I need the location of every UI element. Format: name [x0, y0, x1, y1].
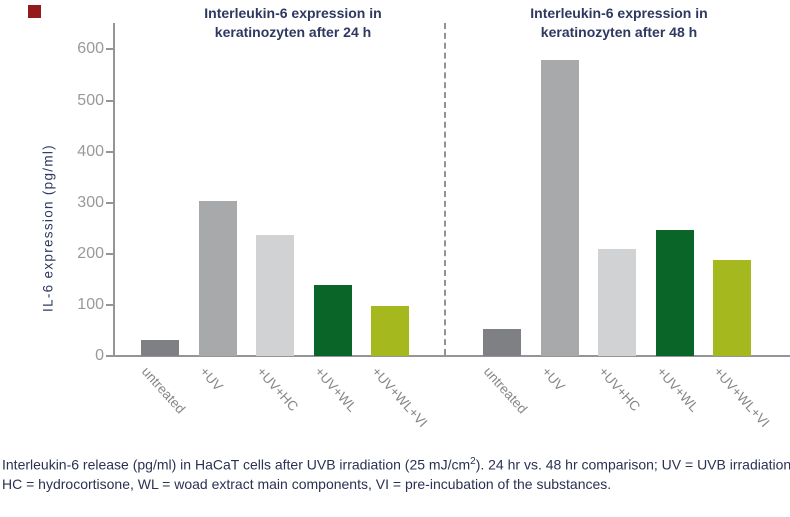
panel-title-24h: Interleukin-6 expression in keratinozyte…	[173, 4, 413, 42]
x-category-label-24h-+UV: +UV	[196, 364, 226, 394]
panel-title-24h-line2: keratinozyten after 24 h	[214, 24, 372, 40]
y-tick-mark-600	[106, 48, 113, 51]
bar-48h-+UV	[540, 59, 579, 356]
y-tick-label-600: 600	[77, 40, 104, 58]
bar-24h-+UV+WL	[313, 284, 352, 356]
bar-48h-+UV+WL	[655, 229, 694, 356]
y-tick-mark-200	[106, 252, 113, 255]
figure-caption: Interleukin-6 release (pg/ml) in HaCaT c…	[2, 452, 790, 494]
y-tick-label-300: 300	[77, 193, 104, 211]
x-category-label-48h-untreated: untreated	[480, 364, 531, 417]
x-category-label-48h-+UV+WL+VI: +UV+WL+VI	[710, 364, 773, 431]
bar-24h-+UV	[198, 201, 237, 356]
bar-24h-+UV+HC	[256, 234, 294, 356]
bar-48h-+UV+WL+VI	[713, 259, 751, 356]
panel-title-48h: Interleukin-6 expression in keratinozyte…	[499, 4, 739, 42]
y-tick-mark-500	[106, 99, 113, 102]
bar-48h-untreated	[483, 329, 521, 356]
x-category-label-48h-+UV+HC: +UV+HC	[595, 364, 644, 415]
caption-line-1: Interleukin-6 release (pg/ml) in HaCaT c…	[2, 456, 790, 473]
y-axis-line	[113, 23, 115, 357]
panel-title-48h-line1: Interleukin-6 expression in	[530, 5, 708, 21]
y-tick-mark-0	[106, 355, 113, 357]
x-category-label-24h-untreated: untreated	[138, 364, 189, 417]
x-category-label-24h-+UV+WL: +UV+WL	[311, 364, 360, 415]
caption-line-2: HC = hydrocortisone, WL = woad extract m…	[2, 475, 612, 492]
y-tick-mark-100	[106, 303, 113, 306]
superscript-2: 2	[470, 456, 476, 467]
y-axis-title: IL-6 expression (pg/ml)	[40, 144, 56, 312]
bar-24h-+UV+WL+VI	[371, 306, 409, 356]
y-tick-mark-400	[106, 150, 113, 153]
y-tick-label-200: 200	[77, 244, 104, 262]
x-category-label-48h-+UV+WL: +UV+WL	[653, 364, 702, 415]
y-tick-mark-300	[106, 201, 113, 204]
y-tick-label-400: 400	[77, 142, 104, 160]
y-tick-label-500: 500	[77, 91, 104, 109]
corner-marker-square	[28, 5, 41, 18]
x-category-label-24h-+UV+HC: +UV+HC	[253, 364, 302, 415]
x-category-label-24h-+UV+WL+VI: +UV+WL+VI	[368, 364, 431, 431]
panel-title-48h-line2: keratinozyten after 48 h	[540, 24, 698, 40]
panel-divider-dashed-line	[444, 23, 446, 355]
y-tick-label-0: 0	[95, 347, 104, 364]
bar-48h-+UV+HC	[598, 248, 636, 356]
bar-24h-untreated	[141, 340, 179, 356]
x-category-label-48h-+UV: +UV	[538, 364, 568, 394]
x-axis-line	[113, 355, 790, 357]
y-tick-label-100: 100	[77, 295, 104, 313]
panel-title-24h-line1: Interleukin-6 expression in	[204, 5, 382, 21]
